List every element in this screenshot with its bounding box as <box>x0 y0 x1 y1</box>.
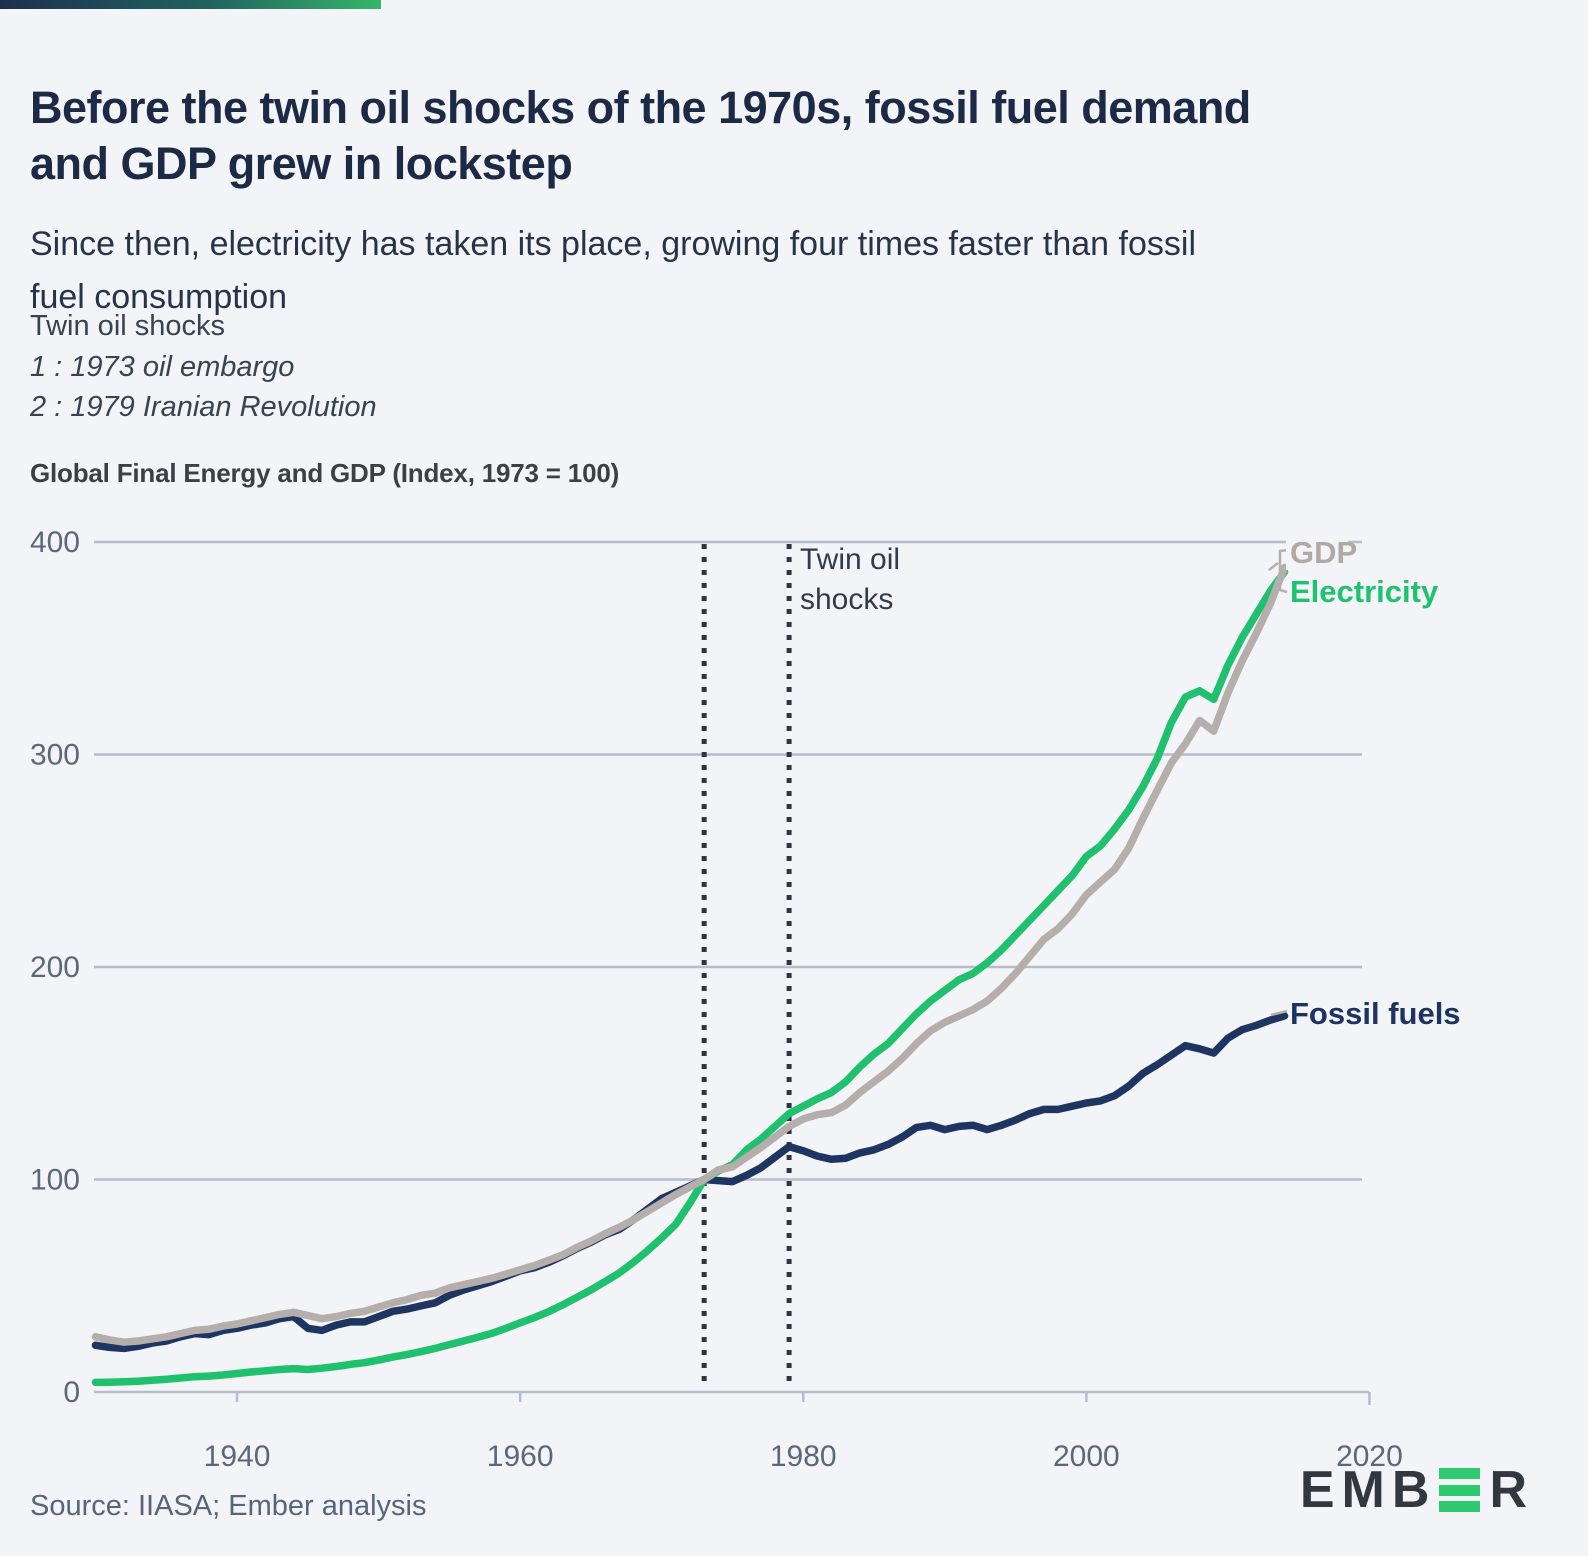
brand-gradient-bar <box>0 0 381 9</box>
series-label-gdp: GDP <box>1290 535 1357 570</box>
page-subtitle: Since then, electricity has taken its pl… <box>30 218 1530 323</box>
y-axis-label-0: 0 <box>63 1376 80 1409</box>
fossil-connector-dash <box>1270 1009 1288 1017</box>
y-axis-label-300: 300 <box>30 739 80 772</box>
note-heading: Twin oil shocks <box>30 310 226 342</box>
note-item-1979: 2 : 1979 Iranian Revolution <box>30 391 377 424</box>
series-line-electricity <box>91 568 1289 1387</box>
page-title-line1: Before the twin oil shocks of the 1970s,… <box>30 82 1251 134</box>
y-axis-label-200: 200 <box>30 951 80 984</box>
ember-logo-text-left: EMB <box>1299 1461 1437 1519</box>
series-label-fossil-fuels: Fossil fuels <box>1290 996 1461 1031</box>
page-title-line2: and GDP grew in lockstep <box>30 137 573 189</box>
x-axis-label-1940: 1940 <box>204 1440 271 1473</box>
x-axis-label-2020: 2020 <box>1336 1440 1403 1473</box>
y-axis-label-400: 400 <box>30 526 80 559</box>
ember-logo: EMB R <box>1299 1461 1534 1519</box>
series-label-electricity: Electricity <box>1290 574 1439 609</box>
series-line-fossil-fuels <box>91 1012 1289 1353</box>
shock-annotation-line2: shocks <box>800 583 893 616</box>
y-axis-label-100: 100 <box>30 1164 80 1197</box>
twin-oil-shocks-note: Twin oil shocks 1 : 1973 oil embargo 2 :… <box>30 306 930 428</box>
ember-logo-text-right: R <box>1489 1461 1534 1519</box>
page-title: Before the twin oil shocks of the 1970s,… <box>30 80 1530 192</box>
x-axis-label-1980: 1980 <box>770 1440 837 1473</box>
x-axis-label-2000: 2000 <box>1053 1440 1120 1473</box>
x-axis-label-1960: 1960 <box>487 1440 554 1473</box>
source-attribution: Source: IIASA; Ember analysis <box>30 1490 427 1522</box>
gdp-label-backing <box>1286 536 1348 570</box>
gdp-connector-dash <box>1268 562 1279 571</box>
page-subtitle-line1: Since then, electricity has taken its pl… <box>30 225 1196 263</box>
note-item-1973: 1 : 1973 oil embargo <box>30 350 295 383</box>
series-line-gdp <box>91 563 1289 1346</box>
energy-gdp-line-chart: 0 100 200 300 400 1940 1960 1980 2000 2020 Twin oi… <box>30 526 1461 1473</box>
ember-logo-green-e-icon <box>1439 1468 1481 1512</box>
gdp-electricity-bracket <box>1278 548 1288 594</box>
page-subtitle-line2: fuel consumption <box>30 277 288 316</box>
chart-heading: Global Final Energy and GDP (Index, 1973… <box>30 458 620 488</box>
shock-annotation-line1: Twin oil <box>800 543 900 576</box>
